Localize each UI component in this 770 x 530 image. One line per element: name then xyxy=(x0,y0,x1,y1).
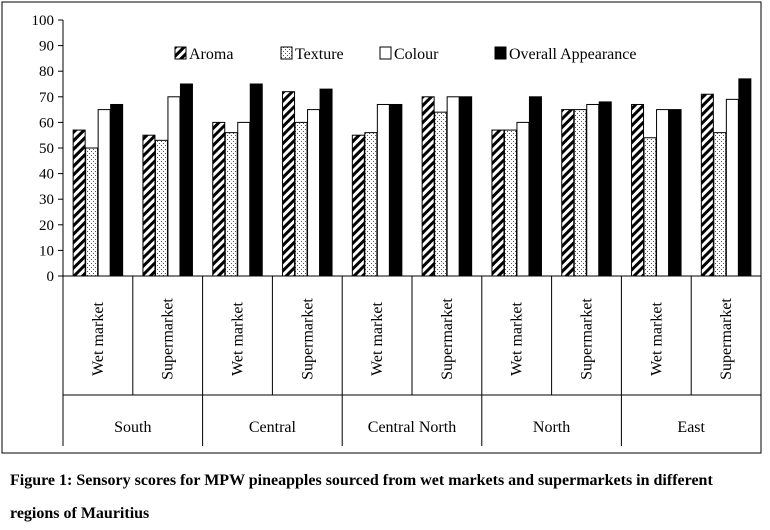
legend-label: Overall Appearance xyxy=(509,46,636,63)
bar-texture xyxy=(364,132,378,277)
bar-overall-appearance xyxy=(249,83,263,277)
bar-aroma xyxy=(421,96,435,277)
x-axis: Wet market Supermarket Wet market Supermark… xyxy=(62,275,762,446)
bar-aroma xyxy=(142,134,156,277)
bar-texture xyxy=(573,109,587,277)
bar-colour xyxy=(307,109,321,277)
bar-aroma xyxy=(282,91,296,277)
legend-label: Texture xyxy=(295,46,344,63)
y-tick-label: 90 xyxy=(39,39,54,55)
region-label: Central xyxy=(249,419,297,436)
region-label: Central North xyxy=(368,419,456,436)
x-tick-label: Wet market xyxy=(230,302,247,376)
bar-aroma xyxy=(72,129,86,277)
bar-overall-appearance xyxy=(738,78,752,277)
region-label: North xyxy=(533,419,570,436)
bar-overall-appearance xyxy=(179,83,193,277)
x-tick-label: Supermarket xyxy=(718,298,735,380)
y-tick-label: 70 xyxy=(39,90,54,106)
bar-texture xyxy=(713,132,727,277)
y-tick-label: 100 xyxy=(32,13,55,29)
bar-colour xyxy=(516,121,530,277)
y-axis: 0 10 20 30 40 50 60 70 80 90 100 xyxy=(32,13,64,285)
x-tick-label: Supermarket xyxy=(579,298,596,380)
bar-colour xyxy=(376,103,390,277)
bar-texture xyxy=(643,137,657,277)
y-tick-label: 50 xyxy=(39,141,54,157)
bar-colour xyxy=(656,109,670,277)
bar-colour xyxy=(586,103,600,277)
y-tick-label: 30 xyxy=(39,192,54,208)
bar-colour xyxy=(167,96,181,277)
bar-overall-appearance xyxy=(319,88,333,277)
bar-aroma xyxy=(351,134,365,277)
bar-texture xyxy=(85,147,99,277)
x-tick-label: Wet market xyxy=(369,302,386,376)
x-tick-label: Wet market xyxy=(509,302,526,376)
bar-colour xyxy=(725,98,739,277)
legend-swatch xyxy=(379,46,392,60)
legend-swatch xyxy=(494,46,507,60)
legend-label: Colour xyxy=(394,46,439,63)
bar-texture xyxy=(294,121,308,277)
y-tick-label: 10 xyxy=(39,243,54,259)
y-tick-label: 80 xyxy=(39,64,54,80)
bar-texture xyxy=(154,139,168,277)
bar-aroma xyxy=(212,121,226,277)
y-tick-label: 20 xyxy=(39,218,54,234)
x-tick-label: Supermarket xyxy=(160,298,177,380)
legend-swatch xyxy=(174,46,187,60)
bar-overall-appearance xyxy=(110,103,124,277)
x-tick-label: Supermarket xyxy=(439,298,456,380)
bar-overall-appearance xyxy=(528,96,542,277)
bar-overall-appearance xyxy=(459,96,473,277)
bar-colour xyxy=(237,121,251,277)
legend-swatch xyxy=(280,46,293,60)
x-tick-label: Supermarket xyxy=(299,298,316,380)
legend-label: Aroma xyxy=(189,46,233,63)
region-label: South xyxy=(114,419,151,436)
bar-overall-appearance xyxy=(598,101,612,277)
bar-aroma xyxy=(491,129,505,277)
bar-texture xyxy=(434,111,448,277)
bar-overall-appearance xyxy=(668,109,682,277)
y-tick-label: 60 xyxy=(39,115,54,131)
bar-colour xyxy=(97,109,111,277)
x-tick-label: Wet market xyxy=(90,302,107,376)
bar-texture xyxy=(224,132,238,277)
bar-aroma xyxy=(561,109,575,277)
legend: Aroma Texture Colour Overall Appearance xyxy=(174,46,636,63)
region-label: East xyxy=(677,419,705,436)
x-tick-label: Wet market xyxy=(648,302,665,376)
y-tick-label: 0 xyxy=(47,269,55,285)
bar-aroma xyxy=(631,103,645,277)
bar-overall-appearance xyxy=(389,103,403,277)
chart: 0 10 20 30 40 50 60 70 80 90 100 Wet market Superma… xyxy=(1,1,762,454)
bar-aroma xyxy=(700,93,714,277)
bar-texture xyxy=(503,129,517,277)
bar-colour xyxy=(446,96,460,277)
figure-caption: Figure 1: Sensory scores for MPW pineapp… xyxy=(10,472,713,522)
y-tick-label: 40 xyxy=(39,167,54,183)
